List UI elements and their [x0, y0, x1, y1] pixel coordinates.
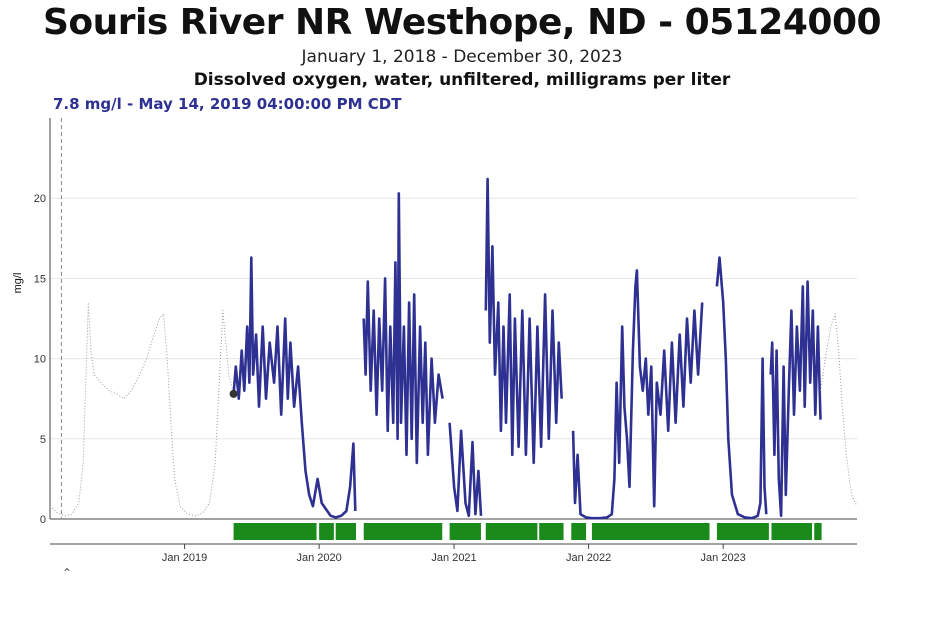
approval-segment	[319, 523, 334, 540]
y-tick-label: 20	[34, 193, 46, 205]
approval-segment	[716, 523, 769, 540]
chevron-up-icon[interactable]: ⌃	[62, 566, 73, 580]
x-tick-label: Jan 2020	[296, 552, 341, 564]
series-line	[232, 177, 822, 520]
y-tick-label: 0	[40, 514, 46, 526]
date-range: January 1, 2018 - December 30, 2023	[301, 47, 623, 67]
approval-segment	[771, 523, 813, 540]
approval-segment	[449, 523, 481, 540]
median-line	[820, 313, 858, 507]
parameter-name: Dissolved oxygen, water, unfiltered, mil…	[193, 70, 731, 90]
page-title: Souris River NR Westhope, ND - 05124000	[42, 2, 882, 43]
approval-segment	[233, 523, 317, 540]
median-line	[49, 302, 235, 517]
y-axis-label: mg/l	[12, 273, 24, 294]
y-tick-label: 5	[40, 434, 46, 446]
highlight-point	[229, 389, 238, 398]
approval-segment	[571, 523, 587, 540]
approval-bar	[233, 523, 822, 540]
approval-segment	[485, 523, 538, 540]
x-tick-label: Jan 2022	[566, 552, 611, 564]
x-tick-label: Jan 2019	[162, 552, 207, 564]
series-layer	[49, 118, 858, 520]
x-tick-label: Jan 2021	[431, 552, 476, 564]
approval-segment	[591, 523, 710, 540]
approval-segment	[539, 523, 564, 540]
hover-readout: 7.8 mg/l - May 14, 2019 04:00:00 PM CDT	[53, 95, 402, 113]
x-tick-label: Jan 2023	[701, 552, 746, 564]
axes: 0 5 10 15 20 Jan 2019 Jan 2020 Jan 2021 Jan 2022…	[34, 118, 857, 564]
approval-segment	[814, 523, 822, 540]
y-tick-label: 10	[34, 354, 46, 366]
approval-segment	[335, 523, 356, 540]
grid	[50, 197, 857, 440]
y-tick-label: 15	[34, 273, 46, 285]
approval-segment	[363, 523, 443, 540]
